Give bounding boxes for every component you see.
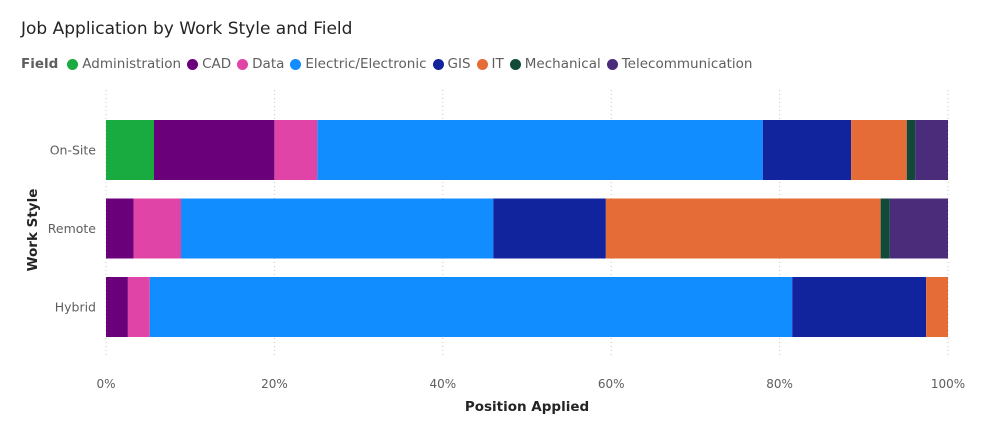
x-tick-label: 60% — [598, 377, 625, 391]
legend-marker — [290, 58, 302, 70]
legend-marker — [606, 58, 618, 70]
x-tick-label: 20% — [261, 377, 288, 391]
bar-segment-on-site-gis[interactable] — [762, 120, 852, 180]
x-axis-title: Position Applied — [465, 399, 589, 415]
chart-title: Job Application by Work Style and Field — [21, 19, 353, 39]
bar-segment-hybrid-data[interactable] — [127, 277, 150, 337]
legend: Field Administration CAD Data Electric/Elec… — [21, 55, 758, 73]
legend-label: IT — [491, 56, 504, 72]
y-tick-label: Hybrid — [55, 300, 96, 315]
legend-marker — [187, 58, 199, 70]
x-tick-label: 80% — [766, 377, 793, 391]
legend-items: Administration CAD Data Electric/Electronic… — [67, 56, 758, 72]
legend-title: Field — [21, 56, 59, 72]
legend-item-cad[interactable]: CAD — [187, 56, 231, 72]
legend-item-gis[interactable]: GIS — [432, 56, 471, 72]
legend-marker — [509, 58, 521, 70]
legend-label: GIS — [447, 56, 471, 72]
legend-marker — [67, 58, 79, 70]
legend-item-it[interactable]: IT — [476, 56, 504, 72]
bar-segment-on-site-it[interactable] — [851, 120, 907, 180]
bar-segment-remote-cad[interactable] — [106, 198, 134, 259]
x-tick-label: 40% — [429, 377, 456, 391]
bar-segment-on-site-cad[interactable] — [153, 120, 275, 180]
legend-label: Electric/Electronic — [305, 56, 427, 72]
x-tick-label: 100% — [931, 377, 965, 391]
legend-marker — [432, 58, 444, 70]
bar-segment-hybrid-cad[interactable] — [106, 277, 128, 337]
bar-segment-remote-telecommunication[interactable] — [889, 198, 948, 259]
bar-segment-hybrid-gis[interactable] — [792, 277, 927, 337]
legend-label: Administration — [82, 56, 182, 72]
bar-segment-remote-it[interactable] — [605, 198, 881, 259]
legend-item-data[interactable]: Data — [237, 56, 284, 72]
legend-item-telecommunication[interactable]: Telecommunication — [606, 56, 753, 72]
bar-segment-hybrid-electric-electronic[interactable] — [149, 277, 793, 337]
legend-label: Data — [252, 56, 285, 72]
legend-item-administration[interactable]: Administration — [67, 56, 181, 72]
bar-segment-on-site-electric-electronic[interactable] — [317, 120, 763, 180]
bar-segment-remote-mechanical[interactable] — [880, 198, 890, 259]
bar-segment-on-site-mechanical[interactable] — [906, 120, 916, 180]
legend-marker — [476, 58, 488, 70]
legend-label: Telecommunication — [621, 56, 753, 72]
legend-marker — [237, 58, 249, 70]
x-tick-label: 0% — [96, 377, 115, 391]
bar-segment-on-site-telecommunication[interactable] — [915, 120, 948, 180]
bar-segment-hybrid-it[interactable] — [926, 277, 948, 337]
legend-item-mechanical[interactable]: Mechanical — [509, 56, 601, 72]
y-axis-title: Work Style — [25, 189, 41, 272]
bar-segment-on-site-data[interactable] — [274, 120, 318, 180]
bar-segment-on-site-administration[interactable] — [106, 120, 154, 180]
legend-label: CAD — [202, 56, 232, 72]
bar-segment-remote-gis[interactable] — [493, 198, 606, 259]
bar-segment-remote-electric-electronic[interactable] — [181, 198, 494, 259]
y-tick-label: On-Site — [50, 143, 97, 158]
legend-item-electric-electronic[interactable]: Electric/Electronic — [290, 56, 427, 72]
legend-label: Mechanical — [524, 56, 601, 72]
bar-segment-remote-data[interactable] — [133, 198, 182, 259]
y-tick-label: Remote — [48, 221, 97, 236]
